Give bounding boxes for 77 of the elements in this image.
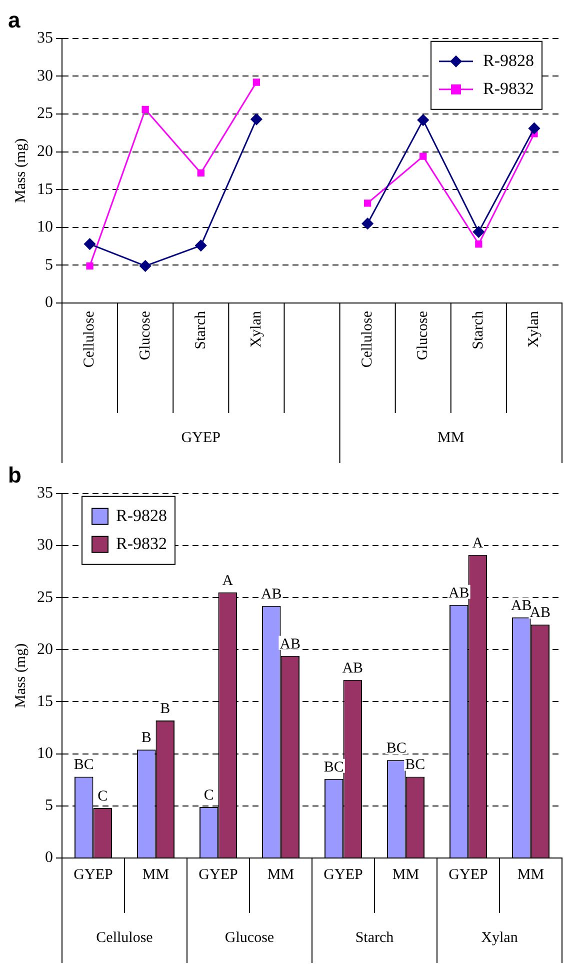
x-tick-label: GYEP xyxy=(324,866,363,883)
point xyxy=(364,200,372,207)
data-label: AB xyxy=(510,598,532,614)
x-tick-label: Glucose xyxy=(415,310,432,360)
x-tick-label: GYEP xyxy=(448,866,488,883)
y-tick-label: 25 xyxy=(37,588,53,606)
point xyxy=(86,262,94,270)
data-label: BC xyxy=(74,757,94,774)
point xyxy=(362,218,374,230)
point xyxy=(475,240,482,248)
point xyxy=(472,226,484,238)
point xyxy=(142,106,149,114)
x-tick-label: MM xyxy=(142,866,170,883)
text: Cellulose xyxy=(96,930,154,946)
legend-label: R-9832 xyxy=(116,534,167,553)
legend-label: R-9828 xyxy=(116,506,167,525)
point xyxy=(252,78,260,86)
y-tick-label: 10 xyxy=(37,218,53,236)
y-tick-label: 25 xyxy=(37,105,53,122)
data-label: C xyxy=(98,788,108,804)
y-tick-label: 10 xyxy=(37,745,53,762)
y-tick-label: 5 xyxy=(45,256,53,274)
point xyxy=(528,122,540,134)
y-tick-label: 30 xyxy=(37,67,53,84)
text: MM xyxy=(438,430,464,446)
y-tick-label: 35 xyxy=(37,484,53,502)
x-tick-label: GYEP xyxy=(198,866,238,883)
y-tick-label: 30 xyxy=(37,536,53,554)
data-label: B xyxy=(141,730,152,746)
y-tick-label: 20 xyxy=(37,640,53,658)
data-label: B xyxy=(160,700,170,717)
x-tick-label: MM xyxy=(392,866,420,883)
point xyxy=(250,114,262,126)
x-tick-label: Cellulose xyxy=(82,310,98,368)
x-tick-label: Xylan xyxy=(526,310,542,348)
point xyxy=(195,240,207,252)
data-label: AB xyxy=(260,586,282,602)
text: Xylan xyxy=(481,930,518,946)
y-tick-label: 15 xyxy=(37,692,53,710)
data-label: A xyxy=(472,535,484,552)
point xyxy=(417,114,429,126)
x-tick-label: Xylan xyxy=(248,310,264,348)
x-tick-label: GYEP xyxy=(74,866,113,883)
point xyxy=(84,238,96,250)
y-axis-title: Mass (mg) xyxy=(12,643,29,708)
point xyxy=(420,152,427,160)
x-tick-label: Starch xyxy=(192,310,209,350)
data-label: A xyxy=(222,572,234,589)
x-tick-label: MM xyxy=(267,866,294,883)
y-tick-label: 20 xyxy=(37,143,53,160)
y-tick-label: 0 xyxy=(45,849,53,866)
y-tick-label: 0 xyxy=(45,294,53,312)
point xyxy=(197,169,204,177)
chart-title: b xyxy=(8,462,22,488)
point xyxy=(140,260,152,272)
data-label: BC xyxy=(324,759,344,776)
x-tick-label: MM xyxy=(517,866,544,883)
data-label: AB xyxy=(448,585,470,602)
data-label: AB xyxy=(342,660,364,676)
data-label: AB xyxy=(530,605,551,622)
x-tick-label: Glucose xyxy=(137,310,154,360)
data-label: BC xyxy=(386,740,406,757)
chart-title: a xyxy=(8,7,21,32)
data-label: AB xyxy=(280,636,301,652)
text: GYEP xyxy=(181,430,220,446)
legend-label: R-9828 xyxy=(483,50,534,70)
x-tick-label: Starch xyxy=(470,310,487,350)
data-label: BC xyxy=(405,757,426,774)
y-tick-label: 15 xyxy=(37,180,53,198)
y-tick-label: 5 xyxy=(45,797,53,814)
legend-label: R-9832 xyxy=(483,78,534,98)
x-tick-label: Cellulose xyxy=(359,310,376,368)
text: Glucose xyxy=(224,930,274,946)
text: Starch xyxy=(355,930,394,946)
y-axis-title: Mass (mg) xyxy=(12,138,29,203)
y-tick-label: 35 xyxy=(37,30,53,47)
data-label: C xyxy=(204,787,214,804)
